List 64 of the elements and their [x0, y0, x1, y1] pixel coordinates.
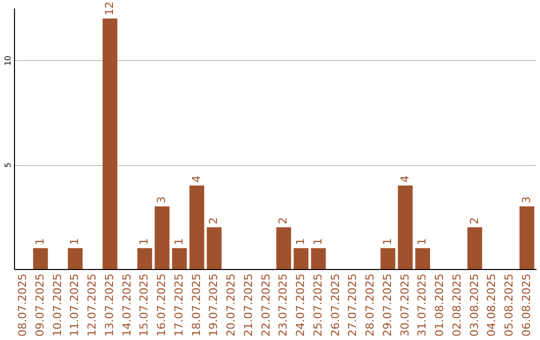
bar	[415, 248, 430, 269]
data-label: 3	[155, 196, 168, 204]
x-tick-label: 14.07.2025	[120, 274, 134, 336]
bar	[68, 248, 83, 269]
x-tick-label: 21.07.2025	[242, 274, 255, 336]
data-label: 1	[33, 238, 46, 246]
data-label: 1	[416, 238, 429, 246]
x-tick-label: 18.07.2025	[190, 274, 203, 336]
x-tick-label: 29.07.2025	[380, 274, 394, 336]
data-label: 1	[311, 238, 324, 246]
x-tick-label: 31.07.2025	[416, 274, 429, 336]
x-tick-label: 20.07.2025	[224, 274, 238, 336]
data-label: 3	[520, 196, 533, 204]
data-label: 1	[68, 238, 82, 246]
x-tick-label: 13.07.2025	[102, 274, 116, 336]
data-label: 1	[294, 238, 308, 246]
data-label: 12	[102, 1, 116, 16]
bar	[276, 227, 292, 269]
bar	[154, 206, 170, 269]
bar	[294, 248, 308, 269]
bar	[398, 185, 413, 269]
x-tick-label: 12.07.2025	[86, 274, 99, 336]
data-label: 1	[172, 238, 186, 246]
x-tick-label: 17.07.2025	[172, 274, 186, 336]
bar	[102, 18, 118, 269]
x-tick-label: 04.08.2025	[485, 274, 498, 336]
bar	[206, 227, 222, 269]
x-tick-label: 24.07.2025	[294, 274, 308, 336]
x-tick-label: 15.07.2025	[138, 274, 151, 336]
x-tick-label: 08.07.2025	[16, 274, 30, 336]
x-tick-label: 02.08.2025	[450, 274, 464, 336]
x-tick-label: 25.07.2025	[311, 274, 324, 336]
x-tick-label: 05.08.2025	[502, 274, 516, 336]
x-tick-label: 09.07.2025	[33, 274, 46, 336]
x-tick-label: 26.07.2025	[328, 274, 342, 336]
bar	[137, 248, 152, 269]
data-label: 2	[276, 217, 290, 224]
x-tick-label: 27.07.2025	[346, 274, 360, 336]
x-tick-label: 30.07.2025	[398, 274, 412, 336]
x-tick-label: 11.07.2025	[68, 274, 82, 336]
data-label: 2	[468, 217, 481, 224]
bar	[33, 248, 48, 269]
x-tick-label: 19.07.2025	[207, 274, 220, 336]
x-tick-label: 01.08.2025	[433, 274, 446, 336]
x-tick-label: 16.07.2025	[155, 274, 168, 336]
x-tick-label: 28.07.2025	[364, 274, 377, 336]
data-label: 2	[207, 217, 220, 224]
x-tick-label: 06.08.2025	[520, 274, 533, 336]
y-tick-label: 5	[4, 162, 12, 168]
data-label: 4	[398, 175, 412, 182]
x-tick-label: 03.08.2025	[468, 274, 481, 336]
x-tick-label: 10.07.2025	[50, 274, 64, 336]
bar	[520, 206, 534, 269]
data-label: 1	[380, 238, 394, 246]
bar	[189, 185, 204, 269]
bar	[172, 248, 187, 269]
bar	[467, 227, 482, 269]
data-label: 4	[190, 175, 203, 182]
y-tick-label: 10	[4, 56, 12, 66]
data-label: 1	[138, 238, 151, 246]
x-tick-label: 23.07.2025	[276, 274, 290, 336]
bar	[311, 248, 326, 269]
x-tick-label: 22.07.2025	[259, 274, 272, 336]
bar	[380, 248, 396, 269]
